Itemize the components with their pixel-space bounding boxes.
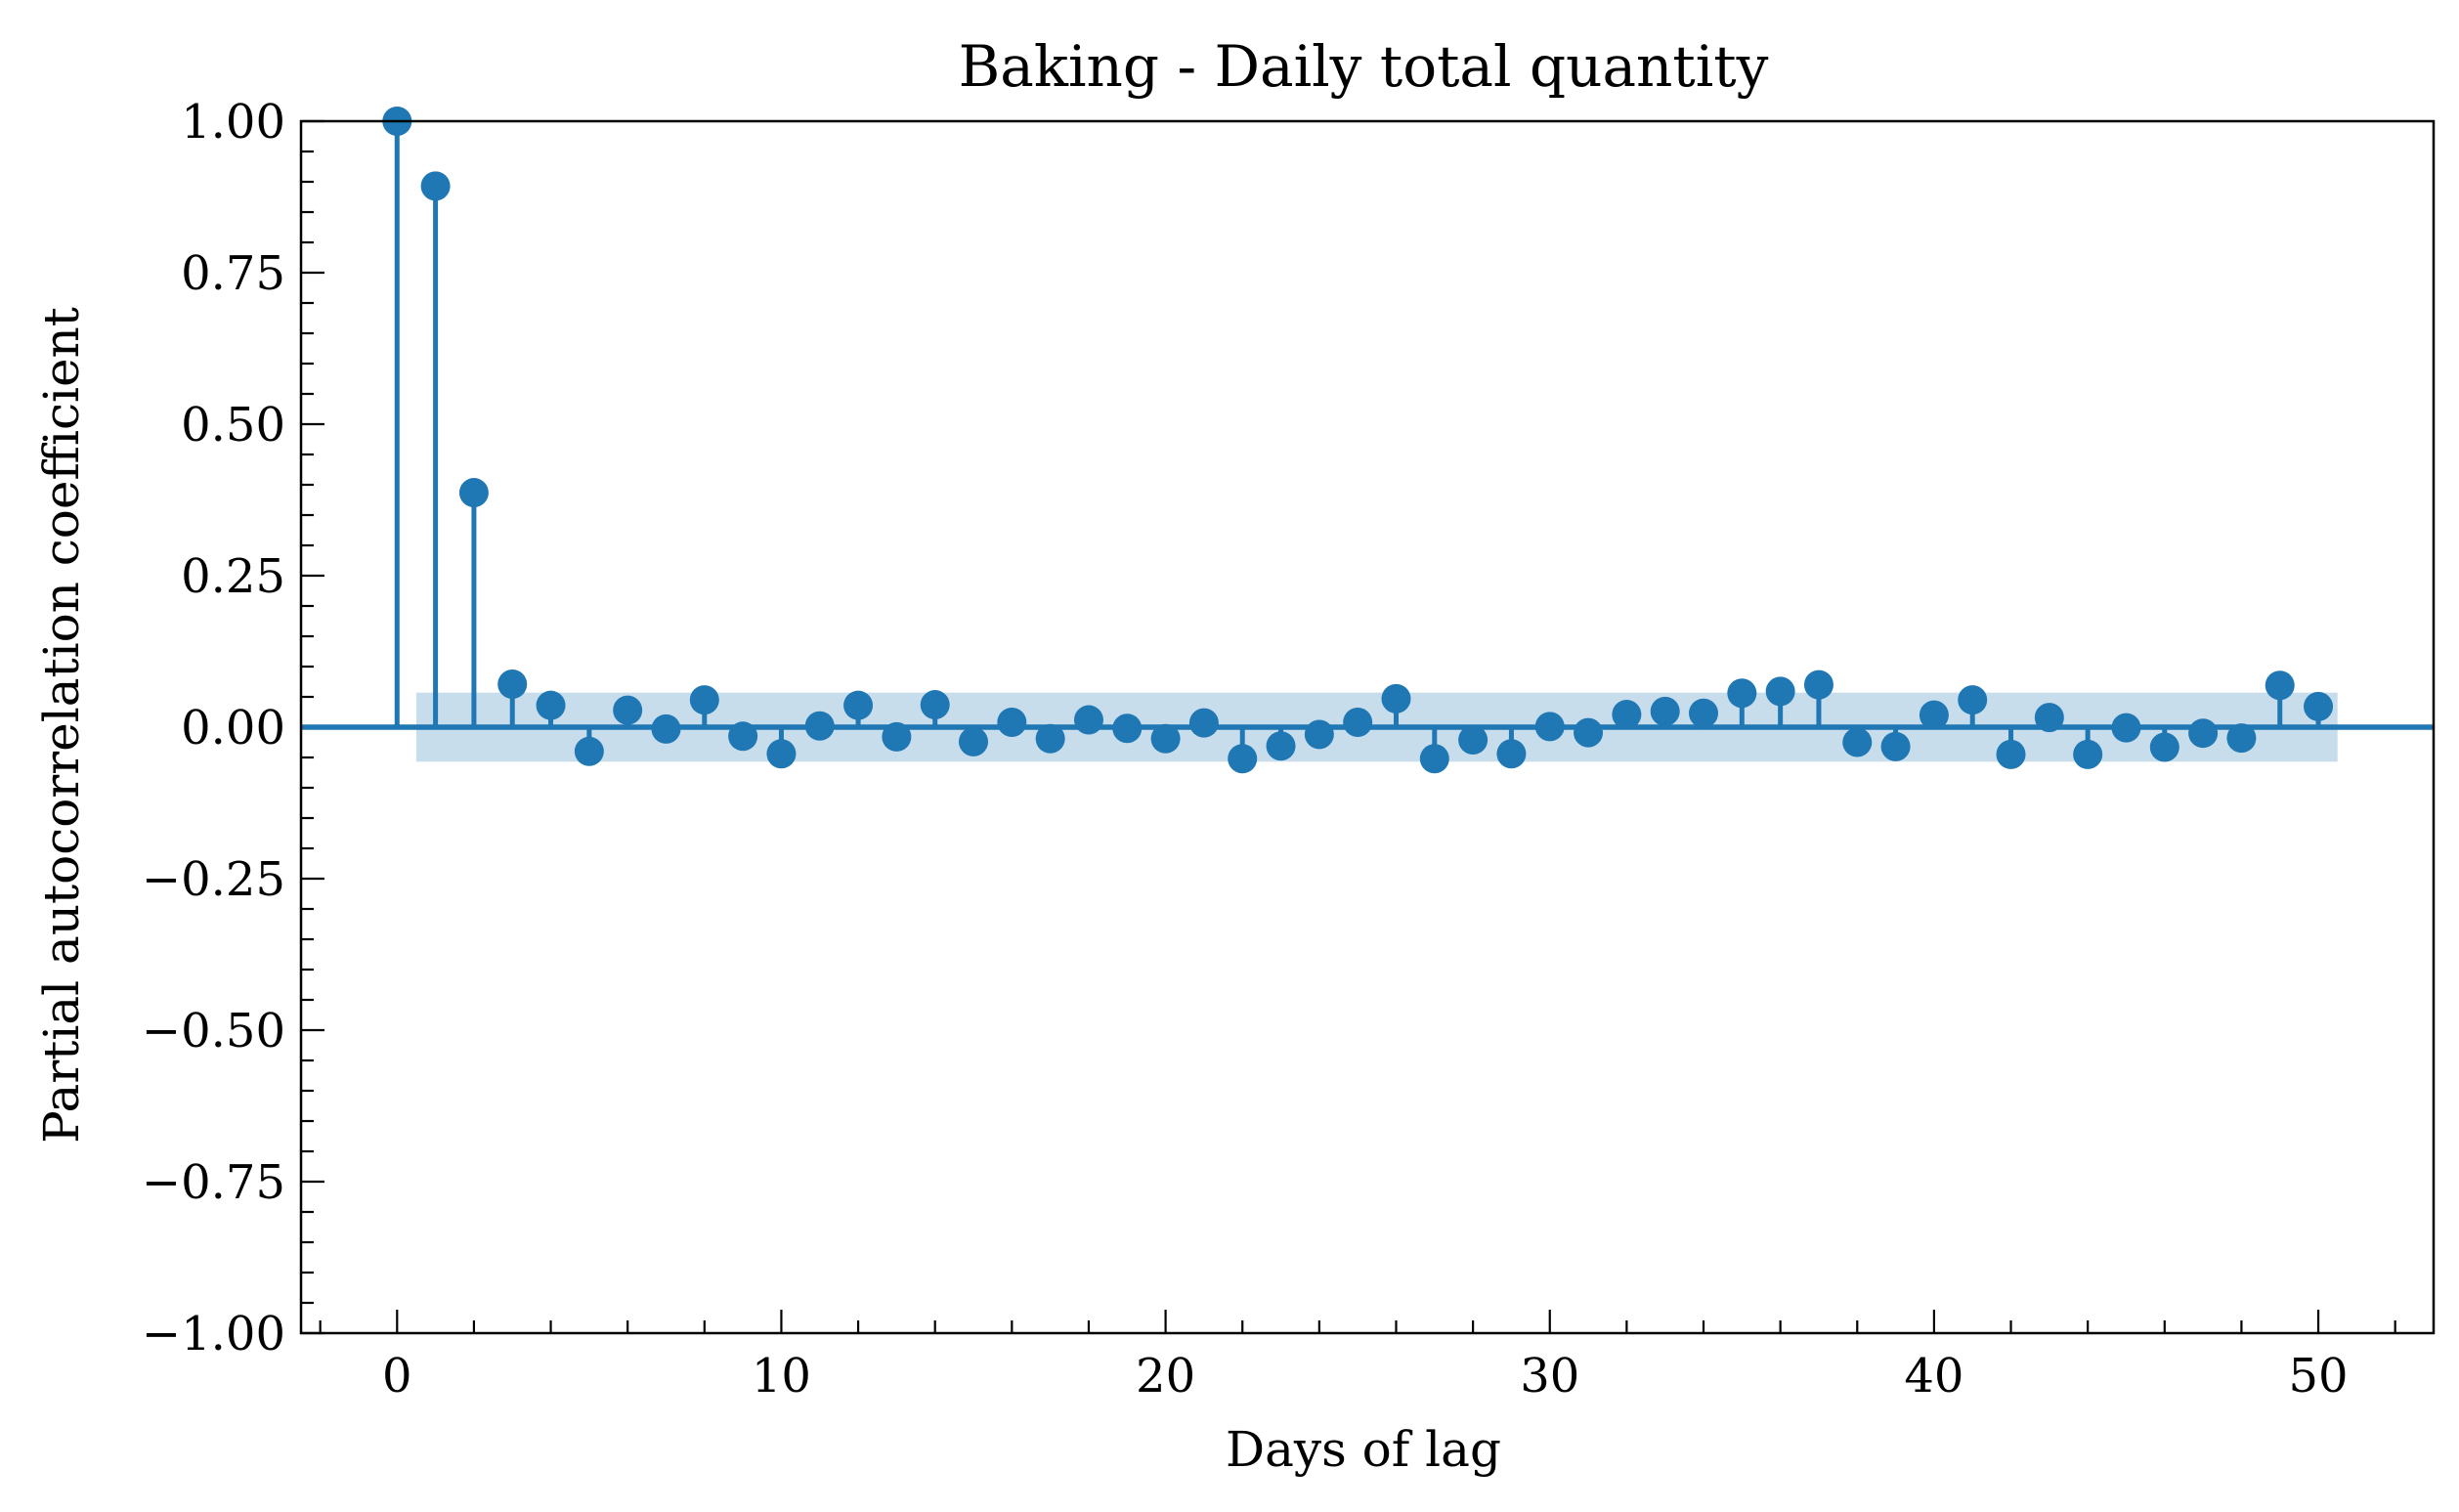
pacf-point <box>1880 731 1911 761</box>
pacf-point <box>1150 723 1181 754</box>
stem-lines <box>394 121 2321 759</box>
y-axis-ticks: −1.00 −0.75 −0.50 −0.25 0.00 0.25 0.50 0.75 1.00 <box>142 95 324 1361</box>
pacf-point <box>1765 676 1795 707</box>
chart-title: Baking - Daily total quantity <box>959 33 1769 100</box>
pacf-point <box>1419 744 1449 774</box>
pacf-point <box>997 708 1027 738</box>
x-tick-label: 0 <box>382 1349 412 1404</box>
pacf-point <box>2304 691 2334 721</box>
pacf-point <box>1073 705 1103 735</box>
pacf-point <box>2265 670 2295 701</box>
x-tick-label: 30 <box>1520 1349 1579 1404</box>
pacf-point <box>1919 700 1949 730</box>
pacf-point <box>1496 739 1527 769</box>
pacf-point <box>1343 708 1373 738</box>
y-tick-label: −0.25 <box>142 852 285 907</box>
plot-frame <box>299 119 2436 1335</box>
x-tick-label: 50 <box>2289 1349 2349 1404</box>
pacf-point <box>1534 712 1565 742</box>
pacf-point <box>959 726 989 756</box>
y-axis-label: Partial autocorrelation coefficient <box>33 307 90 1144</box>
pacf-point <box>728 721 758 752</box>
pacf-point <box>1574 717 1604 748</box>
pacf-point <box>1112 713 1143 744</box>
pacf-point <box>1727 678 1757 709</box>
pacf-point <box>1381 683 1411 713</box>
x-tick-label: 10 <box>752 1349 811 1404</box>
pacf-point <box>2226 723 2257 754</box>
pacf-point <box>613 695 643 725</box>
y-tick-label: 0.75 <box>181 246 285 301</box>
pacf-point <box>420 171 451 201</box>
pacf-point <box>1650 696 1680 726</box>
pacf-point <box>843 690 874 720</box>
pacf-point <box>574 736 604 766</box>
y-tick-label: 0.25 <box>181 549 285 604</box>
pacf-point <box>1842 727 1873 757</box>
pacf-point <box>1035 723 1065 754</box>
pacf-point <box>1996 739 2026 769</box>
pacf-point <box>2111 713 2141 743</box>
pacf-point <box>804 711 835 741</box>
y-tick-label: −0.50 <box>142 1004 285 1058</box>
pacf-point <box>2188 718 2219 749</box>
pacf-point <box>1458 725 1488 756</box>
pacf-point <box>2034 703 2064 733</box>
pacf-point <box>766 739 797 769</box>
pacf-point <box>1228 744 1258 774</box>
pacf-point <box>1304 719 1334 750</box>
pacf-point <box>651 713 681 744</box>
pacf-point <box>1689 698 1719 728</box>
pacf-point <box>1188 708 1219 738</box>
pacf-point <box>1612 699 1642 729</box>
pacf-point <box>458 478 489 508</box>
y-tick-label: −0.75 <box>142 1155 285 1210</box>
stem-markers <box>382 107 2334 774</box>
y-tick-label: 1.00 <box>181 95 285 150</box>
y-tick-label: −1.00 <box>142 1307 285 1361</box>
x-tick-label: 20 <box>1136 1349 1195 1404</box>
y-tick-label: 0.50 <box>181 398 285 453</box>
x-axis-label: Days of lag <box>1226 1421 1501 1478</box>
pacf-point <box>1958 685 1988 715</box>
pacf-point <box>536 690 566 720</box>
x-tick-label: 40 <box>1904 1349 1963 1404</box>
pacf-point <box>2149 732 2179 762</box>
pacf-point <box>882 721 912 752</box>
pacf-point <box>920 690 950 720</box>
pacf-point <box>2073 739 2103 769</box>
y-tick-label: 0.00 <box>181 701 285 756</box>
pacf-point <box>1266 731 1296 761</box>
pacf-point <box>497 669 528 699</box>
pacf-point <box>1803 670 1833 700</box>
pacf-point <box>689 685 719 715</box>
x-axis-ticks: 0 10 20 30 40 50 <box>319 1310 2396 1404</box>
